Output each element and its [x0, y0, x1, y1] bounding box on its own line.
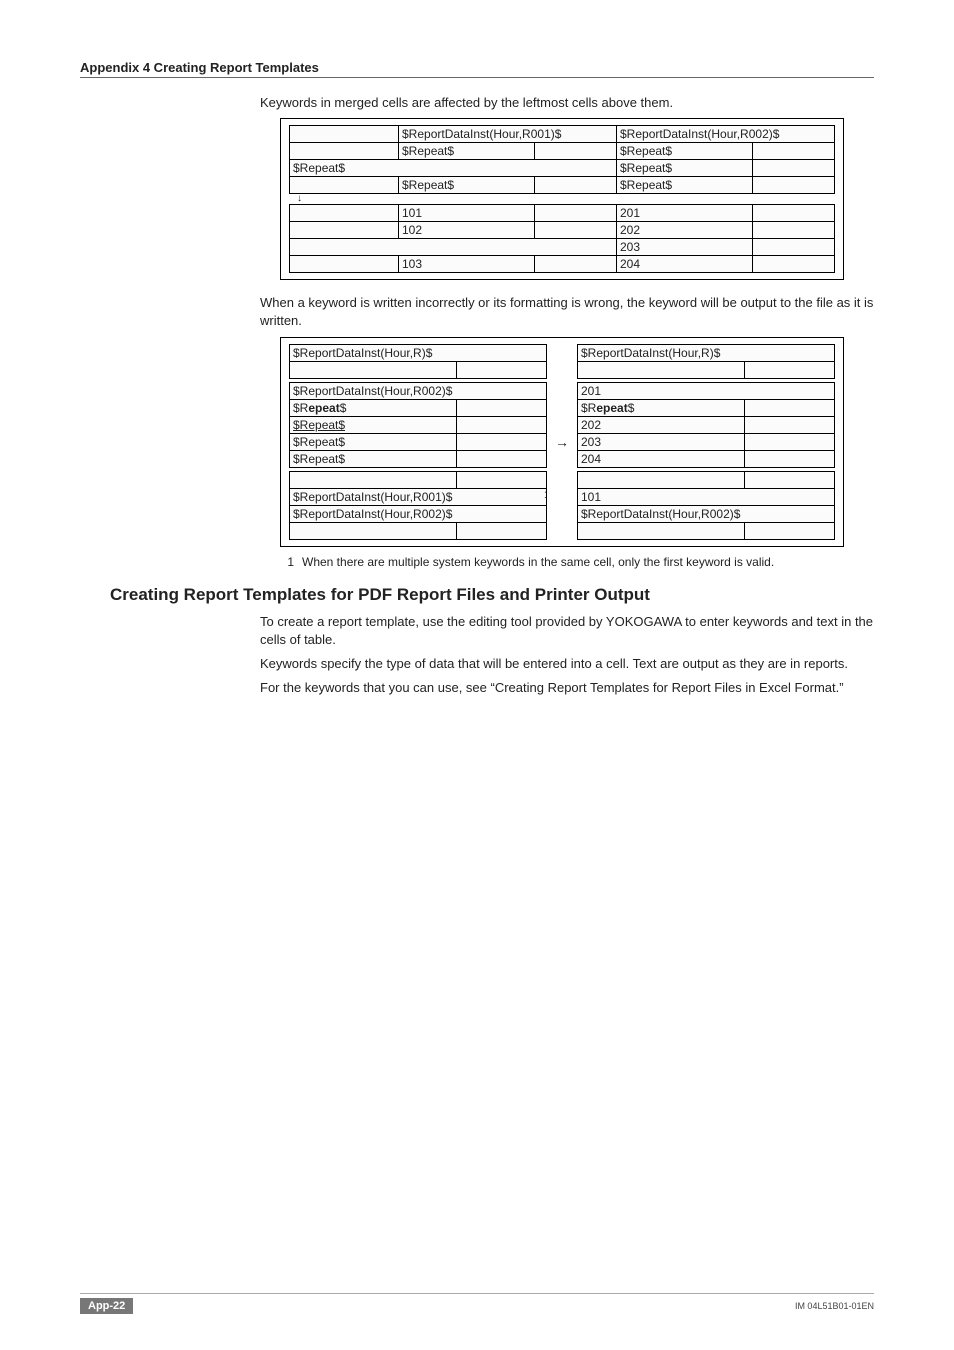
- cell: 201: [617, 205, 753, 222]
- table-left-block2: $ReportDataInst(Hour,R002)$ $Repeat$ $Re…: [289, 382, 547, 468]
- table-merged-bottom: 101 201 102 202 203: [289, 204, 835, 273]
- cell: [457, 433, 547, 450]
- cell: [457, 361, 547, 378]
- cell: [753, 160, 835, 177]
- cell: [745, 416, 835, 433]
- cell: 204: [617, 256, 753, 273]
- cell: 101: [578, 488, 835, 505]
- page-number: App-22: [80, 1298, 133, 1314]
- cell: [745, 522, 835, 539]
- cell: [753, 143, 835, 160]
- cell: $ReportDataInst(Hour,R002)$: [290, 382, 547, 399]
- table-merged-top: $ReportDataInst(Hour,R001)$ $ReportDataI…: [289, 125, 835, 194]
- cell: $Repeat$: [617, 143, 753, 160]
- heading-pdf-printer: Creating Report Templates for PDF Report…: [110, 585, 874, 605]
- cell: [290, 361, 457, 378]
- cell: [753, 177, 835, 194]
- cell: [290, 177, 399, 194]
- paragraph-keywords-specify: Keywords specify the type of data that w…: [260, 655, 874, 673]
- cell: 101: [399, 205, 535, 222]
- cell: [457, 416, 547, 433]
- paragraph-merged-cells: Keywords in merged cells are affected by…: [260, 94, 874, 112]
- figure-incorrect-keyword: $ReportDataInst(Hour,R)$ $ReportDataInst…: [280, 337, 844, 547]
- cell: $ReportDataInst(Hour,R001)$: [399, 126, 617, 143]
- paragraph-create-template: To create a report template, use the edi…: [260, 613, 874, 649]
- table-left-block1: $ReportDataInst(Hour,R)$: [289, 344, 547, 379]
- cell: [753, 222, 835, 239]
- cell: [535, 222, 617, 239]
- cell: $Repeat$: [399, 143, 535, 160]
- cell: [290, 522, 457, 539]
- cell: 203: [578, 433, 745, 450]
- cell: $Repeat$: [578, 399, 745, 416]
- table-right-block2: 201 $Repeat$ 202 203 204: [577, 382, 835, 468]
- cell: $ReportDataInst(Hour,R)$: [290, 344, 547, 361]
- cell: [578, 522, 745, 539]
- cell: [290, 126, 399, 143]
- cell: [535, 205, 617, 222]
- cell: [745, 399, 835, 416]
- cell: [578, 361, 745, 378]
- section-header: Appendix 4 Creating Report Templates: [80, 60, 874, 78]
- footnote-1: 1When there are multiple system keywords…: [280, 555, 874, 569]
- cell: 201: [578, 382, 835, 399]
- cell: $ReportDataInst(Hour,R)$: [578, 344, 835, 361]
- paragraph-incorrect-keyword: When a keyword is written incorrectly or…: [260, 294, 874, 330]
- cell: [753, 256, 835, 273]
- cell: $Repeat$: [290, 450, 457, 467]
- cell: [745, 471, 835, 488]
- right-arrow-icon: →: [553, 435, 571, 449]
- cell: [290, 222, 399, 239]
- cell: [457, 471, 547, 488]
- cell: [457, 522, 547, 539]
- cell: $ReportDataInst(Hour,R002)$: [617, 126, 835, 143]
- cell: $Repeat$: [290, 416, 457, 433]
- cell: 103: [399, 256, 535, 273]
- cell: 102: [399, 222, 535, 239]
- cell: $ReportDataInst(Hour,R002)$: [290, 505, 547, 522]
- cell: [753, 239, 835, 256]
- cell: 202: [578, 416, 745, 433]
- cell: [290, 205, 399, 222]
- cell: 204: [578, 450, 745, 467]
- paragraph-see-ref: For the keywords that you can use, see “…: [260, 679, 874, 697]
- cell: [745, 450, 835, 467]
- cell: [745, 433, 835, 450]
- cell: $Repeat$: [399, 177, 535, 194]
- cell: [578, 471, 745, 488]
- cell: [535, 177, 617, 194]
- cell: $Repeat$: [290, 433, 457, 450]
- cell: 203: [617, 239, 753, 256]
- cell: 202: [617, 222, 753, 239]
- cell: [745, 361, 835, 378]
- cell: [535, 143, 617, 160]
- cell: [290, 239, 617, 256]
- cell: $ReportDataInst(Hour,R001)$1: [290, 488, 547, 505]
- table-left-block3: $ReportDataInst(Hour,R001)$1 $ReportData…: [289, 471, 547, 540]
- cell: $ReportDataInst(Hour,R002)$: [578, 505, 835, 522]
- down-arrow-icon: ↓: [289, 195, 835, 203]
- cell: [290, 256, 399, 273]
- doc-id: IM 04L51B01-01EN: [795, 1301, 874, 1311]
- cell: [457, 399, 547, 416]
- cell: $Repeat$: [290, 399, 457, 416]
- figure-merged-cells: $ReportDataInst(Hour,R001)$ $ReportDataI…: [280, 118, 844, 280]
- page-footer: App-22 IM 04L51B01-01EN: [80, 1293, 874, 1314]
- cell: [535, 256, 617, 273]
- cell: [753, 205, 835, 222]
- cell: $Repeat$: [617, 160, 753, 177]
- cell: [290, 471, 457, 488]
- cell: $Repeat$: [290, 160, 617, 177]
- cell: $Repeat$: [617, 177, 753, 194]
- table-right-block1: $ReportDataInst(Hour,R)$: [577, 344, 835, 379]
- table-right-block3: 101 $ReportDataInst(Hour,R002)$: [577, 471, 835, 540]
- footnote-ref-icon: 1: [544, 490, 547, 501]
- cell: [290, 143, 399, 160]
- cell: [457, 450, 547, 467]
